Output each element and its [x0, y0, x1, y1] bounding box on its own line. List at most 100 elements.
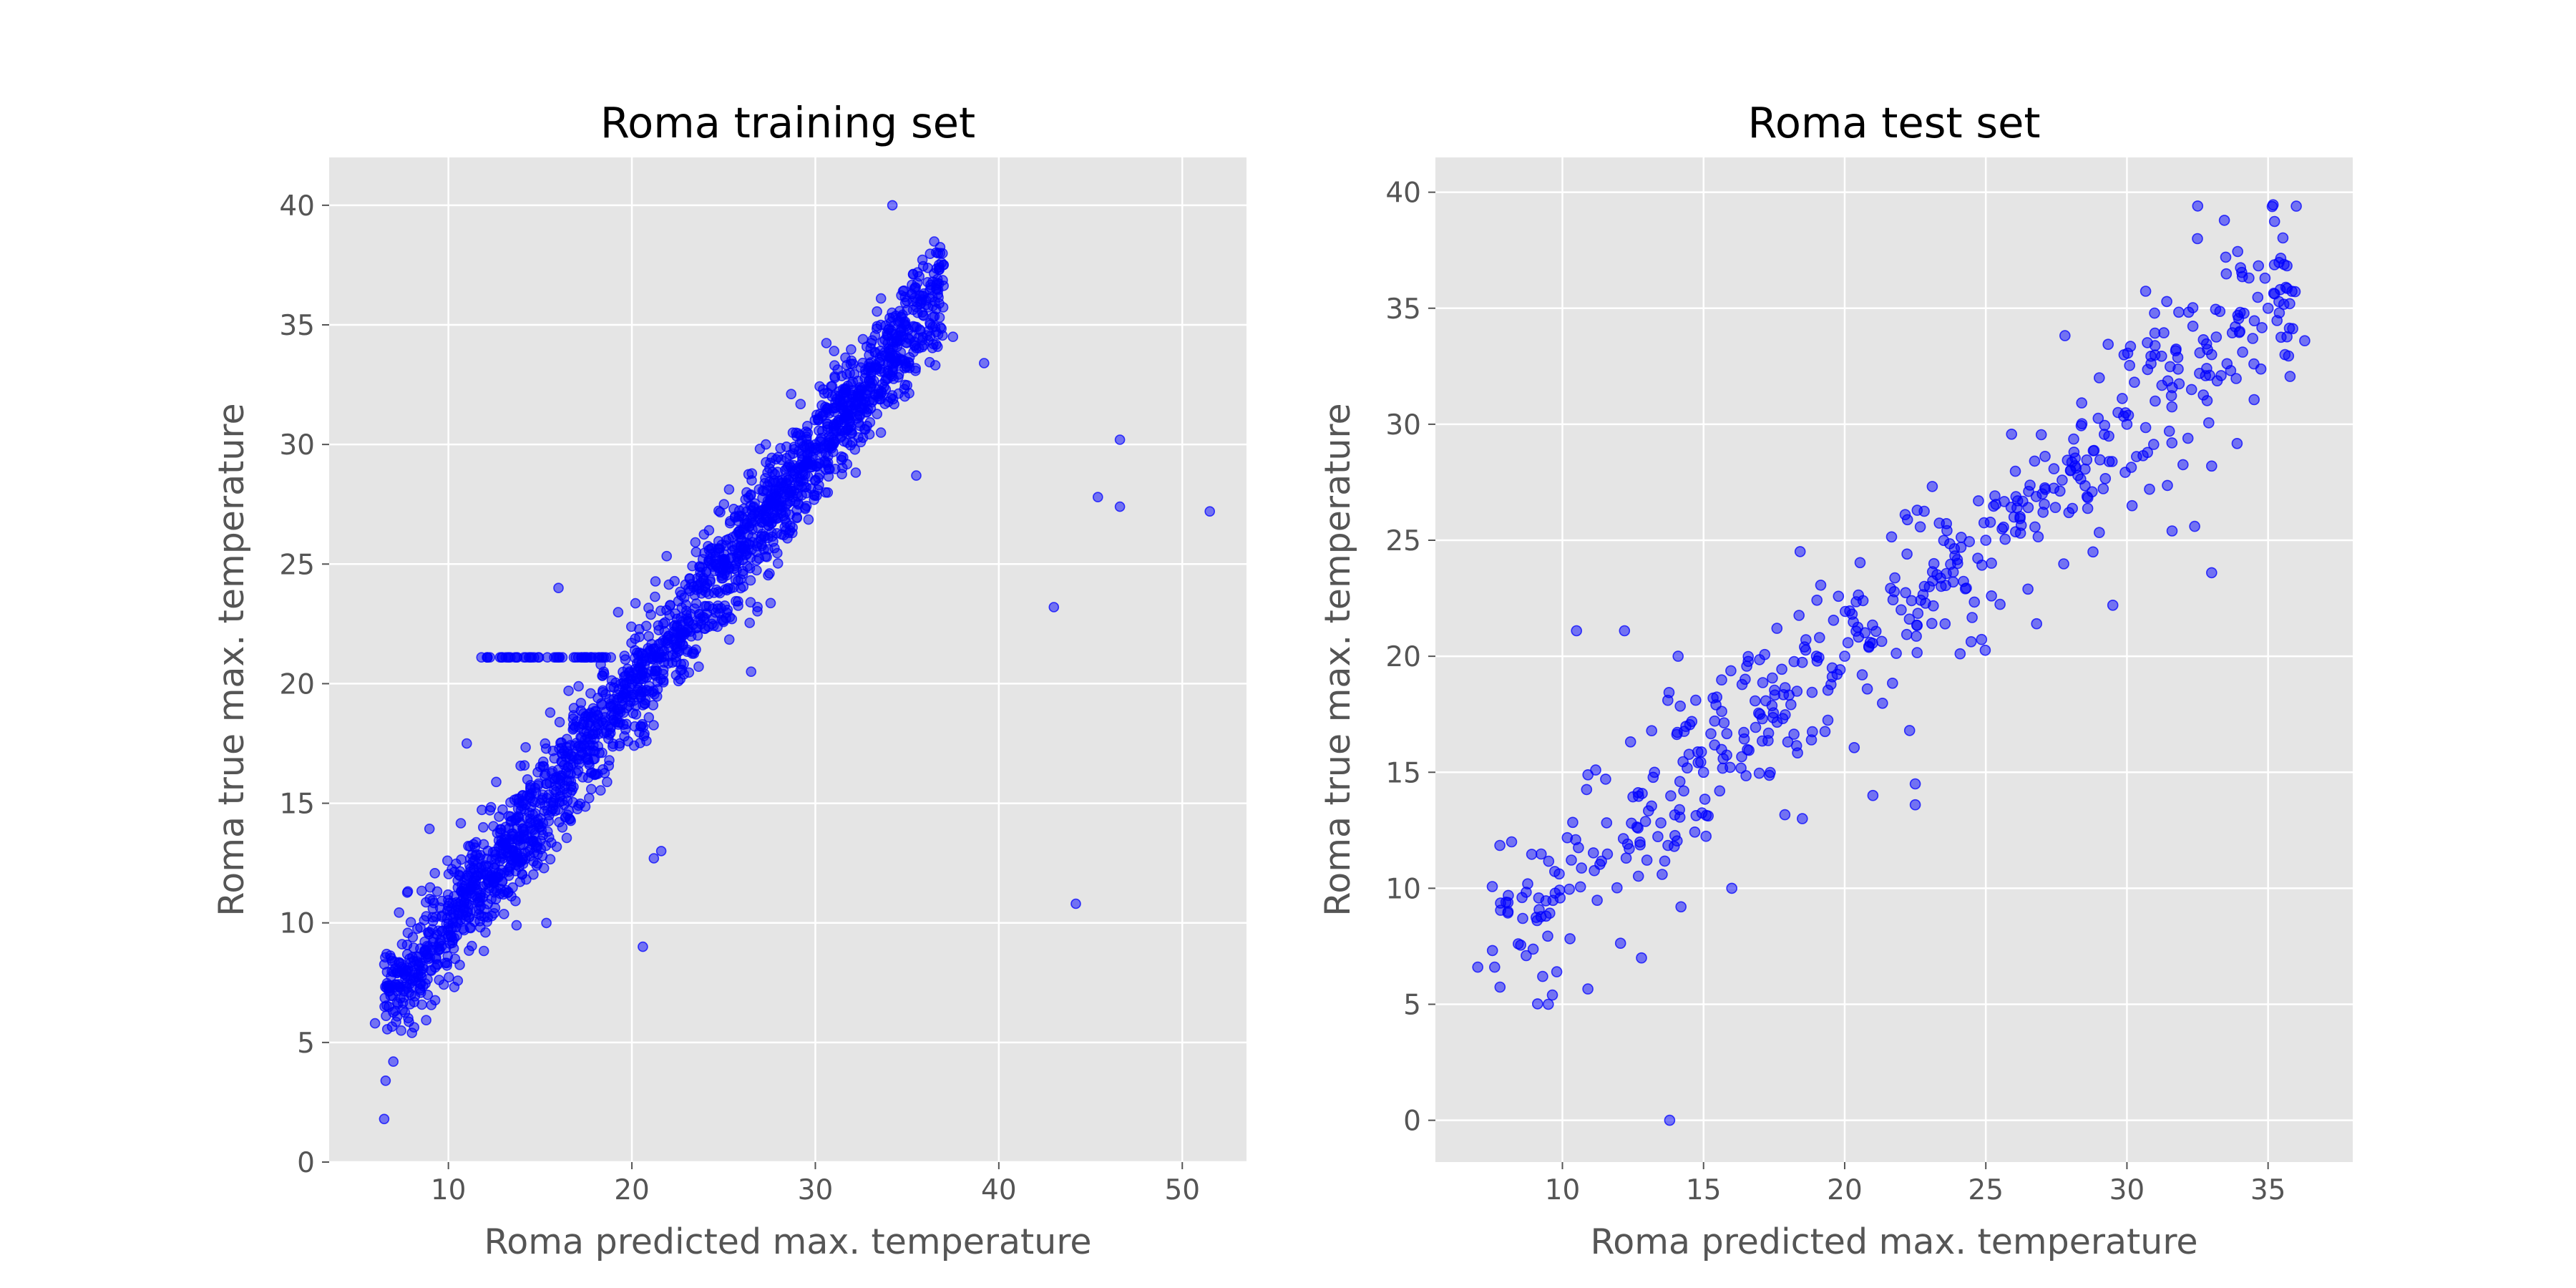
- data-point: [2032, 531, 2044, 543]
- data-point: [934, 312, 945, 323]
- data-point: [600, 688, 611, 700]
- data-point: [712, 603, 723, 614]
- data-point: [1675, 901, 1687, 913]
- data-point: [685, 626, 696, 638]
- data-point: [2076, 418, 2088, 430]
- data-point: [867, 335, 878, 346]
- data-point: [1986, 590, 1997, 602]
- data-point: [404, 999, 416, 1010]
- data-point: [563, 686, 574, 696]
- data-point: [1750, 695, 1761, 707]
- y-tick-label: 20: [1385, 641, 1421, 673]
- x-axis-label-training: Roma predicted max. temperature: [484, 1221, 1091, 1262]
- data-point: [1753, 767, 1765, 779]
- data-point: [620, 654, 631, 665]
- data-point: [482, 899, 493, 909]
- data-point: [1665, 790, 1677, 801]
- data-point: [1986, 557, 1997, 569]
- data-point: [2009, 465, 2021, 477]
- data-point: [2094, 454, 2106, 466]
- data-point: [2011, 502, 2023, 514]
- data-point: [2031, 618, 2042, 630]
- data-point: [684, 573, 696, 585]
- y-tick-label: 25: [279, 549, 315, 581]
- data-point: [1767, 672, 1778, 684]
- data-point: [604, 729, 615, 740]
- data-point: [478, 839, 489, 850]
- data-point: [643, 602, 654, 613]
- data-point: [433, 925, 444, 936]
- data-point: [1762, 727, 1775, 739]
- data-point: [388, 1056, 399, 1067]
- y-tick-label: 5: [297, 1028, 315, 1060]
- data-point: [908, 321, 919, 332]
- data-point: [793, 491, 804, 502]
- data-point: [2149, 307, 2160, 319]
- data-point: [2231, 437, 2243, 449]
- data-point: [899, 363, 910, 374]
- data-point: [522, 813, 532, 824]
- data-point: [1639, 816, 1652, 827]
- data-point: [2172, 351, 2184, 364]
- x-tick-label: 25: [1968, 1174, 2004, 1206]
- data-point: [1757, 713, 1768, 725]
- data-point: [1796, 656, 1808, 668]
- data-point: [932, 248, 944, 259]
- data-point: [2039, 484, 2051, 495]
- data-point: [650, 576, 661, 587]
- data-point: [635, 691, 646, 703]
- data-point: [1963, 536, 1975, 547]
- data-point: [2099, 472, 2112, 484]
- data-point: [2262, 302, 2274, 314]
- data-point: [592, 718, 603, 730]
- data-point: [1543, 998, 1554, 1010]
- data-point: [745, 597, 756, 608]
- data-point: [652, 653, 663, 663]
- data-point: [1861, 683, 1873, 695]
- data-point: [2165, 361, 2176, 373]
- data-point: [2049, 502, 2062, 514]
- data-point: [2177, 459, 2189, 471]
- data-point: [723, 484, 735, 495]
- data-point: [648, 643, 659, 654]
- data-point: [525, 780, 536, 791]
- data-point: [1911, 619, 1923, 631]
- data-point: [683, 583, 694, 595]
- data-point: [1048, 602, 1060, 613]
- data-point: [2163, 425, 2175, 437]
- data-point: [1114, 434, 1126, 445]
- data-point: [565, 753, 576, 765]
- data-point: [1716, 743, 1727, 756]
- data-point: [2082, 502, 2094, 514]
- data-point: [860, 389, 871, 400]
- data-point: [2256, 322, 2268, 333]
- data-point: [690, 537, 701, 548]
- data-point: [1596, 855, 1607, 867]
- data-point: [2103, 456, 2115, 467]
- data-point: [1563, 883, 1575, 895]
- data-point: [745, 575, 756, 586]
- data-point: [850, 467, 862, 478]
- data-point: [852, 396, 864, 407]
- data-point: [869, 347, 880, 358]
- data-point: [716, 570, 728, 581]
- data-point: [849, 444, 861, 455]
- data-point: [728, 582, 739, 593]
- data-point: [512, 794, 522, 804]
- y-tick-label: 15: [279, 789, 315, 821]
- data-point: [2125, 462, 2137, 473]
- data-point: [826, 381, 838, 391]
- data-point: [2284, 371, 2296, 382]
- data-point: [441, 855, 453, 867]
- data-point: [923, 335, 934, 346]
- data-point: [761, 439, 771, 450]
- data-point: [2273, 296, 2285, 308]
- data-point: [1669, 841, 1680, 852]
- data-point: [2072, 469, 2084, 482]
- data-point: [1938, 535, 1950, 547]
- data-point: [1724, 761, 1736, 774]
- x-tick-label: 10: [1545, 1174, 1581, 1206]
- data-point: [509, 852, 520, 863]
- data-point: [1601, 848, 1614, 860]
- data-point: [875, 427, 887, 438]
